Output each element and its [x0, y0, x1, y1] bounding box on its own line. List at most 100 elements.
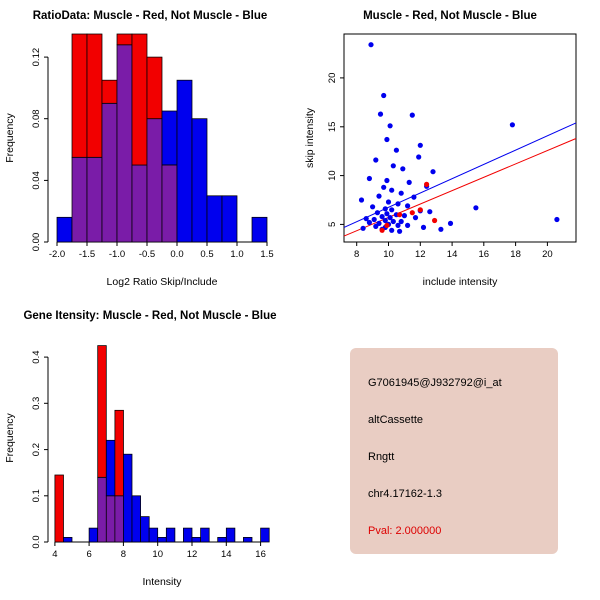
- y-tick-label: 0.12: [31, 48, 42, 67]
- data-point-blue: [389, 227, 395, 233]
- data-point-blue: [398, 218, 404, 225]
- hist-bar-segment: [146, 56, 163, 120]
- data-point-blue: [384, 136, 390, 143]
- data-point-blue: [384, 177, 390, 184]
- x-tick-label: 10: [152, 549, 163, 560]
- x-tick-label: 6: [86, 549, 91, 560]
- fit-line-blue: [343, 122, 577, 228]
- data-point-blue: [371, 216, 377, 223]
- chart-title: Muscle - Red, Not Muscle - Blue: [363, 10, 537, 22]
- data-point-red: [424, 181, 430, 187]
- hist-bar-segment: [191, 537, 201, 543]
- hist-bar-segment: [105, 439, 116, 497]
- data-point-blue: [400, 166, 406, 172]
- hist-bar-segment: [86, 156, 103, 243]
- data-point-blue: [377, 111, 384, 117]
- data-point-blue: [438, 226, 444, 232]
- x-tick-label: 0.5: [200, 249, 213, 260]
- data-point-blue: [382, 206, 388, 212]
- data-point-blue: [411, 194, 417, 200]
- hist-bar-segment: [183, 527, 193, 543]
- data-point-blue: [382, 217, 388, 224]
- hist-bar-segment: [176, 79, 193, 243]
- hist-bar-segment: [71, 156, 88, 243]
- x-tick-label: 10: [383, 249, 394, 260]
- data-point-red: [379, 227, 385, 233]
- data-point-blue: [395, 222, 401, 228]
- hist-bar-segment: [105, 495, 116, 543]
- x-tick-label: 16: [255, 549, 266, 560]
- data-point-blue: [401, 213, 407, 219]
- data-point-blue: [554, 216, 560, 223]
- y-tick-label: 0.0: [31, 535, 42, 548]
- hist-bar-segment: [251, 216, 268, 243]
- probe-id: G7061945@J932792@i_at: [368, 377, 502, 389]
- hist-bar-segment: [161, 164, 178, 243]
- data-point-blue: [381, 184, 387, 190]
- x-tick-label: 18: [510, 249, 521, 260]
- hist-bar-segment: [191, 118, 208, 243]
- hist-bar-segment: [116, 44, 133, 243]
- gene-intensity-histogram-chart: Gene Itensity: Muscle - Red, Not Muscle …: [4, 310, 277, 588]
- data-point-blue: [427, 209, 433, 215]
- hist-bar-segment: [86, 33, 103, 158]
- data-point-red: [432, 217, 438, 224]
- hist-bar-segment: [56, 216, 73, 243]
- data-point-blue: [366, 175, 372, 182]
- data-point-blue: [381, 92, 387, 99]
- hist-bar-segment: [221, 195, 238, 243]
- data-point-blue: [405, 222, 411, 228]
- splice-event-type: altCassette: [368, 414, 424, 426]
- data-point-blue: [358, 197, 365, 203]
- hist-bar-segment: [131, 495, 141, 543]
- data-point-red: [417, 207, 423, 213]
- genome-location: chr4.17162-1.3: [368, 488, 442, 500]
- chart-title: RatioData: Muscle - Red, Not Muscle - Bl…: [33, 10, 268, 22]
- data-point-blue: [409, 112, 415, 118]
- hist-bar-segment: [200, 527, 210, 543]
- data-point-blue: [387, 215, 393, 221]
- x-tick-label: 12: [187, 549, 198, 560]
- x-tick-label: 20: [542, 249, 553, 260]
- info-panel: G7061945@J932792@i_at altCassette Rngtt …: [300, 300, 600, 600]
- x-axis-title: Intensity: [142, 576, 182, 588]
- hist-bar-segment: [71, 33, 88, 158]
- x-tick-label: 14: [221, 549, 232, 560]
- fit-line-red: [343, 138, 577, 237]
- plot-border: [343, 33, 577, 243]
- y-tick-label: 0.3: [31, 397, 42, 410]
- x-tick-label: 0.0: [170, 249, 183, 260]
- y-tick-label: 5: [327, 222, 338, 227]
- hist-bar-segment: [97, 476, 107, 543]
- x-tick-label: 8: [121, 549, 126, 560]
- data-point-blue: [389, 207, 395, 213]
- data-point-blue: [384, 211, 390, 217]
- data-point-blue: [366, 219, 372, 226]
- hist-bar-segment: [148, 527, 159, 543]
- data-point-blue: [390, 218, 396, 225]
- data-point-blue: [385, 199, 392, 205]
- data-point-blue: [397, 228, 403, 234]
- data-point-red: [409, 210, 415, 216]
- data-point-blue: [417, 142, 423, 148]
- x-tick-label: 14: [447, 249, 458, 260]
- hist-bar-segment: [131, 33, 148, 166]
- hist-bar-segment: [146, 118, 163, 243]
- data-point-blue: [412, 215, 419, 221]
- data-point-red: [397, 212, 403, 218]
- hist-bar-segment: [114, 409, 124, 497]
- data-point-blue: [376, 193, 382, 199]
- hist-bar-segment: [114, 495, 124, 543]
- y-tick-label: 15: [327, 122, 338, 133]
- hist-bar-segment: [116, 33, 133, 46]
- data-point-blue: [473, 205, 479, 211]
- y-tick-label: 0.1: [31, 489, 42, 502]
- x-tick-label: 8: [354, 249, 359, 260]
- hist-bar-segment: [123, 453, 133, 543]
- y-tick-label: 0.00: [31, 233, 42, 252]
- hist-bar-segment: [54, 474, 64, 543]
- data-point-blue: [416, 154, 422, 160]
- data-point-blue: [373, 157, 379, 163]
- hist-bar-segment: [101, 79, 118, 104]
